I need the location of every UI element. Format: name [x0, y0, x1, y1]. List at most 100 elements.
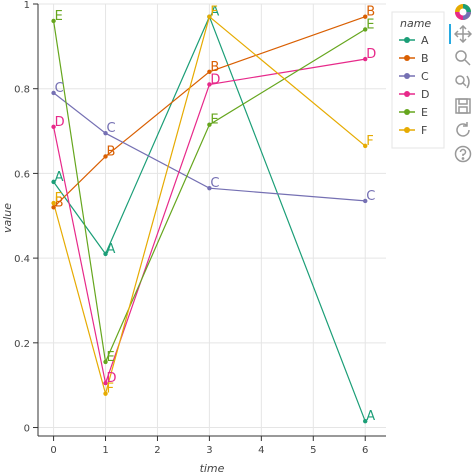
data-point-C	[103, 130, 108, 136]
y-tick-label: 0.2	[14, 339, 30, 350]
series-lines	[53, 15, 366, 422]
point-label-D: D	[210, 72, 220, 87]
point-label-A: A	[55, 170, 64, 185]
data-point-B	[207, 69, 212, 74]
data-point-A	[363, 418, 368, 424]
data-point-F	[103, 391, 108, 396]
help-icon[interactable]	[453, 144, 473, 164]
x-tick-label: 6	[362, 445, 368, 456]
data-point-B	[51, 205, 56, 210]
point-label-C: C	[366, 189, 375, 204]
point-label-B: B	[210, 60, 219, 75]
data-point-A	[103, 251, 108, 257]
point-label-F: F	[210, 5, 217, 20]
x-axis-title: time	[200, 462, 225, 475]
series-line-D	[53, 58, 366, 386]
point-label-D: D	[55, 115, 65, 130]
legend-swatch-dot-C	[404, 73, 410, 79]
point-label-F: F	[366, 134, 373, 149]
point-label-C: C	[210, 176, 219, 191]
legend-title: name	[400, 17, 431, 30]
point-label-A: A	[107, 242, 116, 257]
point-label-B: B	[55, 195, 64, 210]
point-label-A: A	[366, 409, 375, 424]
point-label-D: D	[366, 47, 376, 62]
data-point-E	[363, 27, 368, 32]
y-axis-ticks: 0 0.2 0.4 0.6 0.8 1	[14, 0, 38, 435]
legend-label-A: A	[421, 34, 429, 47]
legend-label-D: D	[421, 88, 429, 101]
data-points	[51, 14, 368, 424]
y-axis-title: value	[1, 203, 14, 233]
legend-swatch-dot-E	[404, 109, 410, 115]
data-point-A	[51, 179, 56, 185]
point-label-E: E	[210, 113, 218, 128]
point-label-D: D	[107, 371, 117, 386]
point-label-F: F	[107, 382, 114, 397]
toolbar	[448, 0, 474, 200]
logo-icon[interactable]	[453, 2, 473, 22]
x-axis-ticks: 0 1 2 3 4 5 6	[50, 436, 368, 456]
legend-swatch-dot-D	[404, 91, 410, 97]
data-point-D	[207, 82, 212, 87]
point-label-B: B	[366, 5, 375, 20]
y-tick-label: 1	[24, 0, 30, 11]
y-tick-label: 0.8	[14, 85, 30, 96]
point-label-C: C	[55, 81, 64, 96]
series-line-B	[53, 16, 366, 208]
point-label-F: F	[55, 191, 62, 206]
x-tick-label: 1	[102, 445, 108, 456]
data-point-C	[363, 198, 368, 204]
legend-label-E: E	[421, 106, 428, 119]
series-line-F	[53, 15, 366, 396]
data-point-B	[363, 14, 368, 19]
data-point-C	[51, 90, 56, 96]
point-label-C: C	[107, 121, 116, 136]
legend-swatch-dot-A	[404, 37, 410, 43]
reset-icon[interactable]	[453, 120, 473, 140]
x-tick-label: 4	[258, 445, 264, 456]
data-point-E	[207, 122, 212, 127]
data-point-D	[51, 124, 56, 130]
y-tick-label: 0	[24, 424, 30, 435]
data-point-D	[103, 380, 108, 386]
data-point-F	[363, 143, 368, 149]
point-label-E: E	[55, 9, 63, 24]
legend-swatch-dot-F	[404, 127, 410, 133]
legend-label-F: F	[421, 124, 427, 137]
plot-frame	[37, 4, 386, 437]
x-tick-label: 0	[50, 445, 56, 456]
series-line-C	[53, 92, 366, 202]
series-line-A	[53, 15, 366, 422]
point-label-E: E	[107, 350, 115, 365]
x-tick-label: 3	[206, 445, 212, 456]
data-point-C	[207, 186, 212, 191]
data-point-F	[51, 200, 56, 206]
box-zoom-icon[interactable]	[453, 48, 473, 68]
data-point-F	[207, 14, 212, 19]
data-point-B	[103, 154, 108, 159]
y-tick-label: 0.4	[14, 254, 30, 265]
legend-label-B: B	[421, 52, 429, 65]
pan-icon[interactable]	[453, 24, 473, 44]
x-tick-label: 2	[154, 445, 160, 456]
point-label-E: E	[366, 17, 374, 32]
active-tool-indicator	[449, 24, 451, 44]
data-point-D	[363, 56, 368, 62]
save-icon[interactable]	[453, 96, 473, 116]
data-point-E	[103, 359, 108, 365]
data-point-E	[51, 18, 56, 24]
grid-lines	[38, 3, 386, 436]
point-label-B: B	[107, 144, 116, 159]
x-tick-label: 5	[310, 445, 316, 456]
legend-swatch-dot-B	[404, 55, 410, 61]
legend-box	[391, 11, 445, 149]
point-label-A: A	[210, 5, 219, 20]
wheel-zoom-icon[interactable]	[453, 72, 473, 92]
series-line-E	[53, 20, 366, 365]
legend-label-C: C	[421, 70, 429, 83]
